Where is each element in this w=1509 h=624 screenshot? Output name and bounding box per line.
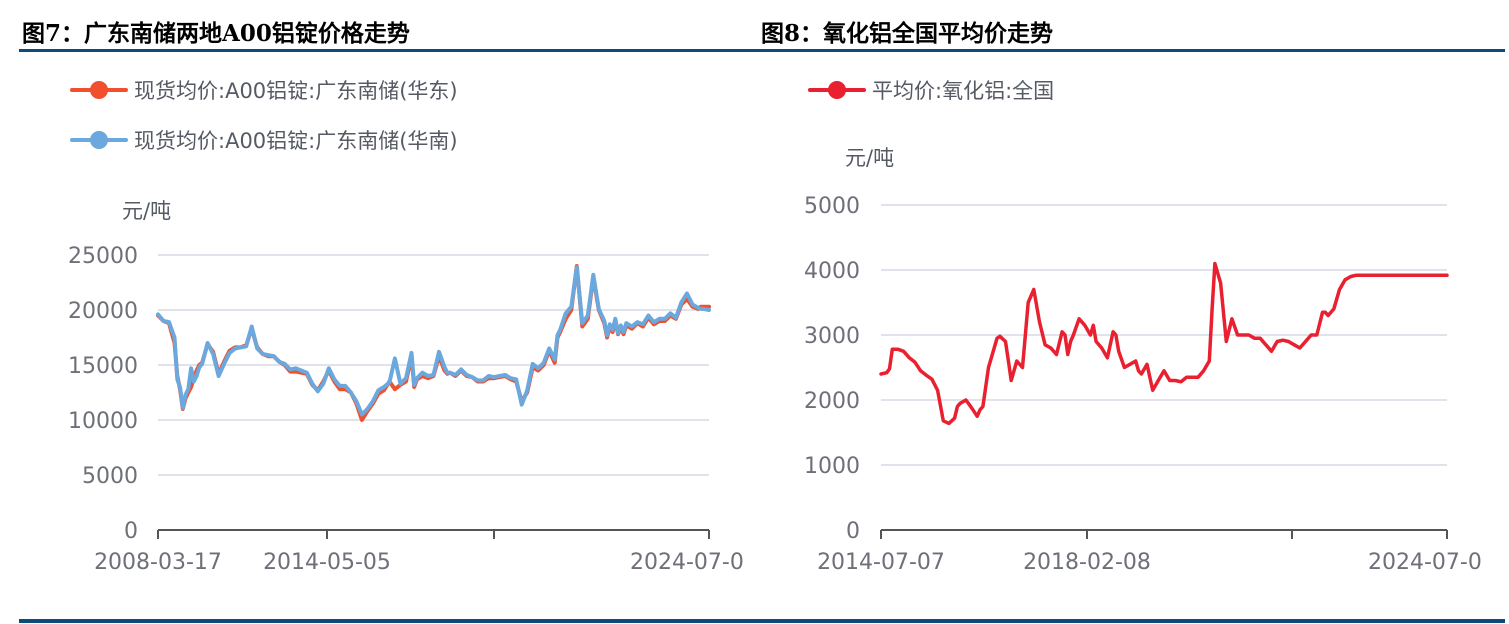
y-tick-label: 1000: [804, 454, 860, 479]
y-tick-label: 4000: [804, 259, 860, 284]
x-tick-label: 2014-05-05: [263, 550, 391, 575]
chart-alumina-price: 0 1000 2000 3000 4000 5000 2014-07-07 2018-02-0…: [804, 194, 1482, 575]
y-tick-label: 5000: [804, 194, 860, 219]
y-tick-label: 20000: [68, 299, 138, 324]
bottom-divider: [19, 619, 1505, 623]
y-tick-label: 25000: [68, 244, 138, 269]
x-tick-label: 2008-03-17: [94, 550, 222, 575]
legend-marker-icon: [70, 130, 128, 150]
legend-marker-icon: [808, 80, 866, 100]
legend-marker-icon: [70, 80, 128, 100]
legend-label: 平均价:氧化铝:全国: [872, 79, 1055, 103]
series-line: [156, 265, 711, 417]
y-tick-label: 0: [846, 519, 860, 544]
y-tick-label: 5000: [82, 464, 138, 489]
series-line: [156, 264, 711, 422]
series-line: [879, 261, 1449, 426]
chart-aluminum-ingot-price: 0 5000 10000 15000 20000 25000 2008-03-17 2014-…: [68, 244, 744, 575]
x-tick-label: 2024-07-0: [1368, 550, 1482, 575]
top-divider: [19, 49, 1505, 52]
y-tick-label: 3000: [804, 324, 860, 349]
x-tick-label: 2014-07-07: [817, 550, 945, 575]
figure-7-title: 图7：广东南储两地A00铝锭价格走势: [22, 20, 410, 47]
figure-8-title: 图8：氧化铝全国平均价走势: [761, 20, 1054, 47]
y-tick-label: 0: [124, 519, 138, 544]
y-tick-label: 2000: [804, 389, 860, 414]
y-axis-unit: 元/吨: [122, 199, 172, 223]
x-tick-label: 2024-07-0: [630, 550, 744, 575]
legend-item-alumina-national[interactable]: 平均价:氧化铝:全国: [808, 75, 1054, 105]
legend-label: 现货均价:A00铝锭:广东南储(华东): [134, 79, 458, 103]
y-tick-label: 10000: [68, 409, 138, 434]
y-axis-unit: 元/吨: [845, 146, 895, 170]
y-tick-label: 15000: [68, 354, 138, 379]
legend-item-east-china[interactable]: 现货均价:A00铝锭:广东南储(华东): [70, 75, 458, 105]
legend-item-south-china[interactable]: 现货均价:A00铝锭:广东南储(华南): [70, 125, 458, 155]
legend-label: 现货均价:A00铝锭:广东南储(华南): [134, 129, 458, 153]
x-tick-label: 2018-02-08: [1023, 550, 1151, 575]
